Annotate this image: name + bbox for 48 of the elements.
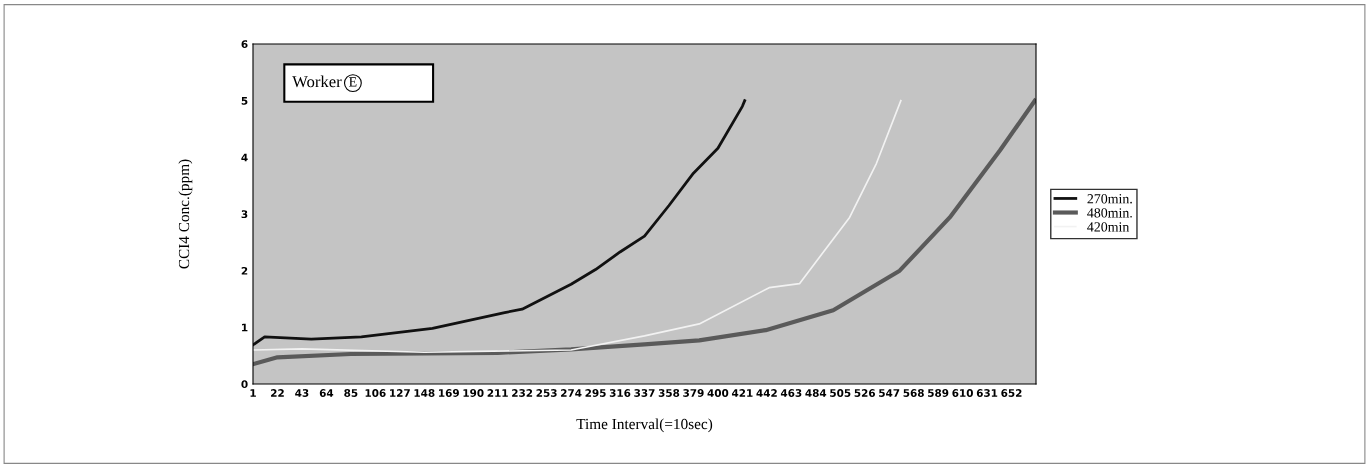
y-tick-label: 3 (241, 210, 248, 219)
x-tick-label: 64 (319, 389, 334, 397)
x-tick-label: 274 (561, 389, 582, 397)
x-tick-label: 85 (344, 389, 358, 397)
x-tick-label: 421 (731, 389, 753, 397)
x-tick-label: 610 (952, 389, 973, 397)
y-tick-label: 6 (241, 40, 248, 49)
y-tick-label: 5 (241, 97, 248, 105)
x-tick-label: 400 (707, 389, 729, 397)
x-tick-label: 169 (439, 389, 459, 397)
x-tick-label: 631 (976, 389, 998, 397)
x-tick-label: 484 (805, 389, 827, 397)
x-axis-title: Time Interval(=10sec) (576, 418, 713, 433)
y-tick-label: 1 (242, 323, 248, 332)
x-tick-label: 22 (271, 389, 284, 397)
y-tick-label: 0 (241, 380, 248, 389)
x-tick-label: 43 (295, 389, 309, 397)
x-tick-label: 589 (928, 389, 949, 397)
x-tick-label: 442 (756, 389, 777, 397)
annotation: Worker E (292, 75, 357, 88)
x-tick-label: 253 (536, 389, 557, 397)
y-axis-title: CCI4 Conc.(ppm) (178, 159, 193, 269)
x-tick-label: 295 (585, 389, 606, 397)
x-tick-label: 232 (512, 389, 533, 397)
x-tick-label: 463 (780, 389, 802, 397)
x-tick-label: 505 (830, 389, 851, 397)
line-series (253, 98, 1036, 367)
legend-label: 270min. (1087, 194, 1132, 204)
x-tick-label: 1 (250, 389, 256, 397)
x-tick-label: 547 (879, 389, 900, 397)
x-tick-label: 358 (658, 389, 680, 397)
line-series (253, 99, 902, 354)
x-tick-label: 211 (487, 389, 508, 397)
x-tick-label: 652 (1001, 389, 1022, 397)
x-tick-label: 379 (683, 389, 704, 397)
x-tick-label: 568 (903, 389, 924, 397)
line-series (253, 99, 747, 347)
legend-label: 480min. (1087, 208, 1132, 218)
x-tick-label: 337 (634, 389, 655, 397)
y-tick-label: 2 (241, 266, 248, 275)
x-tick-label: 316 (609, 389, 631, 397)
legend-label: 420min (1087, 222, 1130, 232)
x-tick-label: 106 (365, 389, 386, 397)
x-tick-label: 190 (463, 389, 484, 397)
x-tick-label: 127 (390, 389, 410, 397)
x-tick-label: 526 (854, 389, 876, 397)
y-tick-label: 4 (241, 153, 248, 162)
x-tick-label: 148 (414, 389, 435, 397)
